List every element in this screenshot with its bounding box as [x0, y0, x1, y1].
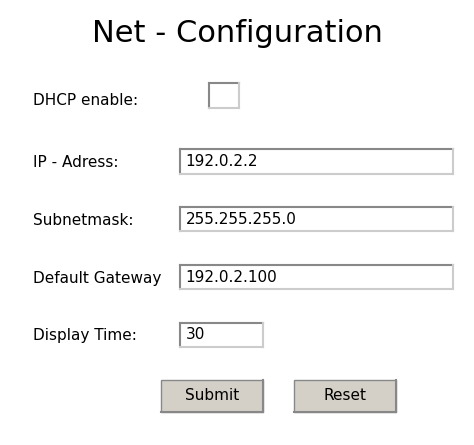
- Text: Default Gateway: Default Gateway: [33, 271, 162, 286]
- Bar: [209, 83, 239, 108]
- Text: DHCP enable:: DHCP enable:: [33, 93, 138, 108]
- Text: 30: 30: [186, 328, 205, 342]
- Text: Display Time:: Display Time:: [33, 328, 137, 344]
- Text: 255.255.255.0: 255.255.255.0: [186, 212, 297, 227]
- Text: 192.0.2.100: 192.0.2.100: [186, 270, 278, 284]
- Bar: [294, 380, 396, 412]
- Text: Reset: Reset: [323, 388, 366, 403]
- Text: IP - Adress:: IP - Adress:: [33, 155, 118, 170]
- Bar: [180, 207, 453, 231]
- Text: Subnetmask:: Subnetmask:: [33, 213, 134, 228]
- Text: Submit: Submit: [185, 388, 239, 403]
- Bar: [180, 265, 453, 289]
- Bar: [161, 380, 263, 412]
- Text: 192.0.2.2: 192.0.2.2: [186, 154, 258, 169]
- Bar: [161, 380, 263, 412]
- Bar: [180, 149, 453, 174]
- Bar: [180, 323, 263, 347]
- Text: Net - Configuration: Net - Configuration: [91, 19, 383, 48]
- Bar: [294, 380, 396, 412]
